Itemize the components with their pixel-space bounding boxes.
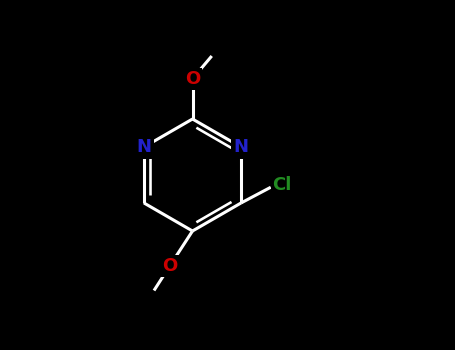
Text: N: N	[136, 138, 152, 156]
Text: N: N	[233, 138, 248, 156]
Text: Cl: Cl	[273, 176, 292, 195]
Text: O: O	[185, 70, 200, 88]
Text: O: O	[162, 257, 177, 275]
